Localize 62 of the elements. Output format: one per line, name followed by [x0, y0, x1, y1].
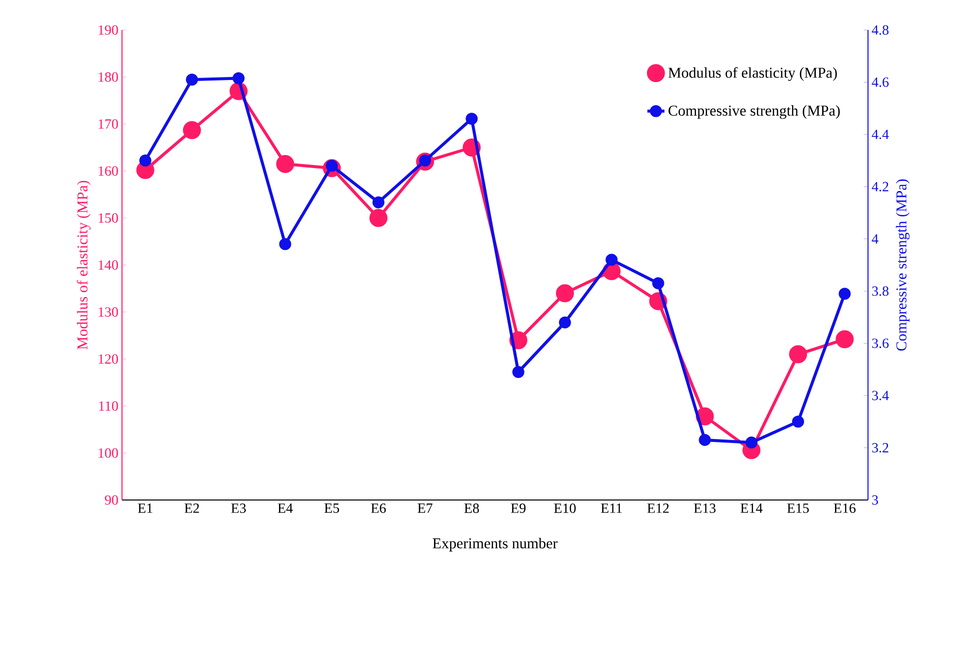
point — [556, 284, 574, 302]
y-tick-label: 180 — [98, 72, 118, 82]
point — [792, 416, 804, 428]
y-tick-label: 190 — [98, 25, 118, 35]
point — [698, 434, 711, 446]
x-tick-label: E2 — [184, 504, 199, 513]
legend-label: Modulus of elasticity (MPa) — [668, 67, 837, 81]
x-tick-label: E8 — [464, 504, 479, 513]
x-tick-label: E9 — [510, 504, 526, 513]
point — [369, 209, 388, 227]
y2-tick-label: 4.6 — [872, 77, 889, 87]
legend-label: Compressive strength (MPa) — [668, 105, 840, 119]
y2-tick-label: 4 — [872, 234, 878, 244]
point — [558, 316, 571, 328]
x-tick-label: E15 — [787, 504, 809, 513]
x-tick-label: E7 — [418, 504, 432, 513]
y-tick-label: 150 — [98, 213, 118, 223]
y-axis-title: Modulus of elasticity (MPa) — [76, 180, 91, 350]
point — [372, 196, 384, 208]
point — [745, 436, 758, 449]
point — [186, 74, 198, 86]
y-tick-label: 130 — [98, 307, 118, 317]
x-tick-label: E5 — [324, 504, 340, 513]
y-tick-label: 160 — [98, 166, 118, 176]
y2-tick-label: 3 — [872, 495, 878, 505]
y2-tick-label: 3.6 — [872, 338, 889, 348]
y2-tick-label: 3.2 — [872, 443, 888, 453]
y-tick-label: 170 — [98, 119, 118, 129]
point — [182, 121, 201, 140]
point — [836, 330, 854, 348]
point — [512, 366, 524, 378]
point — [838, 288, 851, 300]
x-tick-label: E3 — [231, 504, 246, 513]
y2-tick-label: 4.4 — [872, 130, 889, 140]
x-tick-label: E1 — [138, 504, 152, 513]
y2-tick-label: 4.8 — [872, 25, 889, 35]
y2-tick-label: 3.4 — [872, 390, 889, 400]
y-tick-label: 90 — [104, 495, 118, 505]
x-tick-label: E6 — [371, 504, 386, 513]
y2-axis-title: Compressive strength (MPa) — [896, 179, 910, 351]
point — [466, 112, 478, 125]
y-tick-label: 100 — [98, 448, 118, 458]
x-tick-label: E11 — [600, 504, 622, 513]
x-axis-title: Experiments number — [432, 538, 558, 552]
x-tick-label: E14 — [740, 504, 763, 513]
x-tick-label: E12 — [647, 504, 669, 513]
point — [652, 277, 664, 290]
x-tick-label: E16 — [834, 504, 856, 513]
point — [789, 345, 808, 364]
point — [139, 154, 152, 167]
point — [276, 154, 294, 173]
y-tick-label: 120 — [98, 354, 118, 364]
y-tick-label: 110 — [99, 401, 118, 411]
point — [232, 72, 245, 84]
x-tick-label: E10 — [554, 504, 576, 513]
y2-tick-label: 4.2 — [872, 182, 888, 192]
x-tick-label: E13 — [694, 504, 716, 513]
point — [279, 238, 292, 250]
y2-tick-label: 3.8 — [872, 286, 889, 296]
y-tick-label: 140 — [98, 260, 118, 270]
x-tick-label: E4 — [278, 504, 293, 513]
point — [606, 254, 618, 266]
